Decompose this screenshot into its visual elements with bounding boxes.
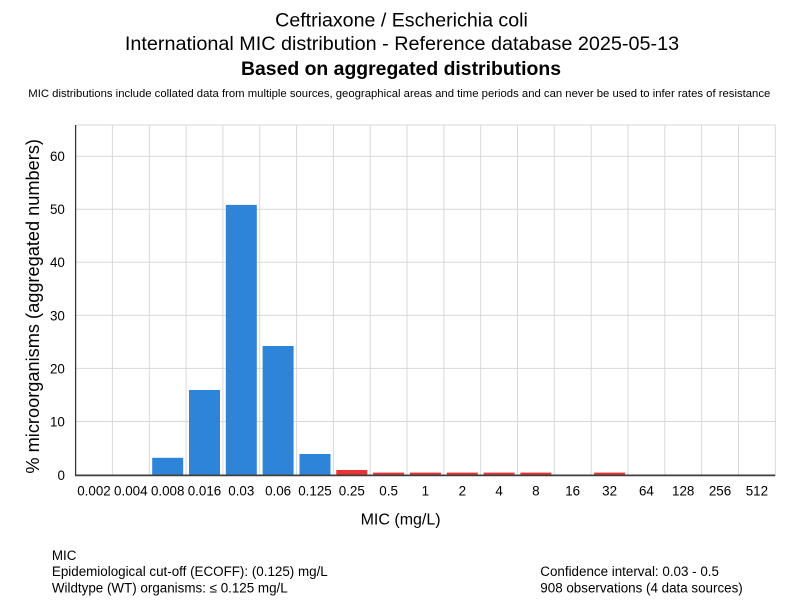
svg-text:0.25: 0.25 — [339, 483, 365, 498]
svg-text:50: 50 — [50, 202, 65, 217]
svg-text:Wildtype (WT) organisms: ≤ 0.1: Wildtype (WT) organisms: ≤ 0.125 mg/L — [52, 580, 288, 595]
svg-text:Epidemiological cut-off (ECOFF: Epidemiological cut-off (ECOFF): (0.125)… — [52, 564, 328, 579]
svg-text:MIC distributions include coll: MIC distributions include collated data … — [28, 88, 770, 100]
svg-text:0.002: 0.002 — [77, 483, 111, 498]
svg-text:16: 16 — [565, 483, 580, 498]
svg-text:% microorganisms (aggregated n: % microorganisms (aggregated numbers) — [23, 139, 43, 474]
svg-text:908 observations (4 data sourc: 908 observations (4 data sources) — [540, 580, 742, 595]
svg-text:0.06: 0.06 — [265, 483, 291, 498]
svg-text:0.008: 0.008 — [151, 483, 185, 498]
svg-text:MIC (mg/L): MIC (mg/L) — [361, 512, 441, 529]
svg-text:Ceftriaxone / Escherichia coli: Ceftriaxone / Escherichia coli — [275, 10, 528, 32]
svg-text:Based on aggregated distributi: Based on aggregated distributions — [241, 58, 561, 80]
svg-text:10: 10 — [50, 414, 65, 429]
svg-text:International MIC distribution: International MIC distribution - Referen… — [125, 33, 679, 55]
svg-text:128: 128 — [672, 483, 694, 498]
svg-text:40: 40 — [50, 255, 65, 270]
svg-text:0.5: 0.5 — [379, 483, 398, 498]
svg-text:2: 2 — [459, 483, 466, 498]
svg-text:Confidence interval: 0.03 - 0.: Confidence interval: 0.03 - 0.5 — [540, 564, 719, 579]
svg-text:MIC: MIC — [52, 548, 77, 563]
svg-text:0.004: 0.004 — [114, 483, 148, 498]
svg-text:60: 60 — [50, 149, 65, 164]
svg-text:512: 512 — [746, 483, 768, 498]
svg-text:8: 8 — [532, 483, 539, 498]
svg-text:0: 0 — [57, 468, 64, 483]
svg-text:64: 64 — [639, 483, 654, 498]
svg-text:0.016: 0.016 — [188, 483, 222, 498]
svg-text:30: 30 — [50, 308, 65, 323]
svg-text:256: 256 — [709, 483, 731, 498]
svg-text:20: 20 — [50, 361, 65, 376]
svg-text:4: 4 — [495, 483, 503, 498]
svg-text:32: 32 — [602, 483, 617, 498]
svg-text:0.125: 0.125 — [298, 483, 332, 498]
svg-text:1: 1 — [422, 483, 429, 498]
svg-text:0.03: 0.03 — [228, 483, 254, 498]
